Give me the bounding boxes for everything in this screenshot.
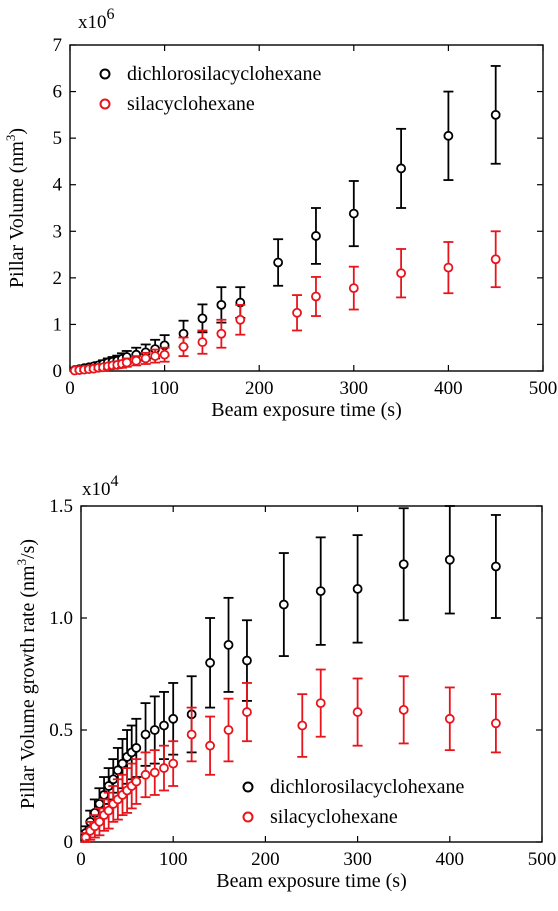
data-point xyxy=(131,776,142,787)
data-point xyxy=(278,599,289,610)
y-tick-label: 1.5 xyxy=(49,496,73,517)
x-tick-label: 400 xyxy=(434,378,463,399)
data-point xyxy=(186,729,197,740)
data-point xyxy=(178,341,189,352)
data-point xyxy=(205,740,215,751)
data-point xyxy=(273,257,284,268)
data-point xyxy=(297,720,308,731)
data-point xyxy=(159,349,170,360)
data-point xyxy=(235,314,246,325)
data-point xyxy=(140,769,151,780)
y-tick-label: 0 xyxy=(53,361,63,382)
y-tick-label: 4 xyxy=(53,175,63,196)
x-tick-label: 0 xyxy=(65,378,75,399)
legend-marker xyxy=(99,98,111,110)
data-point xyxy=(444,713,455,724)
data-point xyxy=(348,283,359,294)
y-axis-label: Pillar Volume growth rate (nm3/s) xyxy=(14,539,39,809)
x-tick-label: 0 xyxy=(76,849,86,870)
y-axis-label: Pillar Volume (nm3) xyxy=(3,128,28,288)
data-point xyxy=(140,729,151,740)
legend-label: dichlorosilacyclohexane xyxy=(270,776,464,798)
data-point xyxy=(178,328,189,339)
data-point xyxy=(131,743,142,753)
data-point xyxy=(149,767,160,778)
x-tick-label: 100 xyxy=(159,849,188,870)
data-point xyxy=(121,357,132,368)
x-tick-label: 200 xyxy=(251,849,280,870)
data-point xyxy=(159,720,169,731)
legend-label: silacyclohexane xyxy=(127,93,255,115)
x-tick-label: 200 xyxy=(245,378,274,399)
plot-area xyxy=(69,44,544,372)
y-tick-label: 6 xyxy=(53,82,63,103)
data-point xyxy=(159,763,169,773)
data-point xyxy=(352,707,363,717)
data-point xyxy=(352,583,363,594)
y-tick-label: 1.0 xyxy=(49,608,73,629)
data-point xyxy=(490,561,501,572)
data-point xyxy=(398,559,409,570)
data-point xyxy=(292,307,302,318)
data-point xyxy=(396,268,407,279)
x-tick-label: 400 xyxy=(436,849,465,870)
y-tick-label: 0.5 xyxy=(49,720,73,741)
y-tick-label: 0 xyxy=(64,832,74,853)
x-tick-label: 500 xyxy=(528,849,557,870)
data-point xyxy=(398,704,409,715)
y-tick-label: 3 xyxy=(53,221,63,242)
data-point xyxy=(150,351,161,361)
data-point xyxy=(490,109,501,120)
x-tick-label: 300 xyxy=(343,849,372,870)
data-point xyxy=(443,262,454,273)
data-point xyxy=(348,208,359,219)
legend-marker xyxy=(99,68,111,80)
data-point xyxy=(444,554,455,565)
data-point xyxy=(311,291,321,302)
data-point xyxy=(149,725,160,735)
x-axis-label: Beam exposure time (s) xyxy=(211,399,402,421)
y-axis-multiplier: x104 xyxy=(82,473,119,500)
data-point xyxy=(443,130,454,141)
data-point xyxy=(216,299,227,310)
legend-label: silacyclohexane xyxy=(270,806,398,828)
data-point xyxy=(490,718,501,729)
data-point xyxy=(197,337,208,348)
data-point xyxy=(205,657,215,668)
data-point xyxy=(242,655,252,666)
data-point xyxy=(216,328,227,339)
plot-area xyxy=(80,505,543,843)
legend-marker xyxy=(242,781,254,793)
data-point xyxy=(168,758,179,769)
series-silacyclohexane xyxy=(80,668,501,843)
data-point xyxy=(311,231,321,241)
data-point xyxy=(315,586,326,597)
growth-rate-chart: 0 100 200 300 400 500 0 0.5 1.0 1.5 x104 Beam expos… xyxy=(14,473,556,892)
data-point xyxy=(315,698,326,709)
data-point xyxy=(94,799,105,809)
data-point xyxy=(131,355,142,366)
legend-label: dichlorosilacyclohexane xyxy=(127,63,321,85)
data-point xyxy=(490,254,501,265)
x-tick-label: 500 xyxy=(529,378,558,399)
data-point xyxy=(197,313,208,324)
x-tick-label: 300 xyxy=(340,378,369,399)
data-point xyxy=(242,707,252,717)
y-tick-label: 7 xyxy=(53,35,63,56)
data-point xyxy=(396,163,407,174)
y-tick-label: 1 xyxy=(53,314,63,335)
data-point xyxy=(168,713,179,724)
data-point xyxy=(140,353,151,364)
y-tick-label: 5 xyxy=(53,128,63,149)
x-axis-label: Beam exposure time (s) xyxy=(216,870,407,892)
x-tick-label: 100 xyxy=(150,378,179,399)
y-axis-multiplier: x106 xyxy=(78,6,115,33)
y-tick-label: 2 xyxy=(53,268,63,289)
data-point xyxy=(223,639,234,650)
volume-chart: 0 100 200 300 400 500 0 1 2 3 4 5 6 7 x106 Beam exposur… xyxy=(3,6,557,421)
series-silacyclohexane xyxy=(69,230,501,376)
data-point xyxy=(223,725,234,735)
legend-marker xyxy=(242,811,254,823)
